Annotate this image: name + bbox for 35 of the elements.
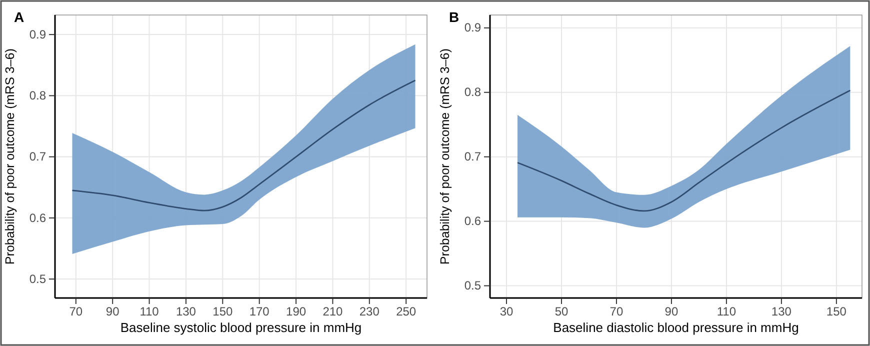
line-series	[516, 90, 851, 212]
y-tick-label: 0.6	[29, 210, 46, 225]
y-tick-label: 0.8	[29, 88, 46, 103]
x-tick-label: 70	[610, 304, 624, 319]
y-axis-title: Probability of poor outcome (mRS 3–6)	[3, 48, 17, 265]
x-tick-label: 250	[396, 304, 416, 319]
y-tick-label: 0.6	[464, 214, 482, 228]
y-tick-label: 0.7	[464, 150, 482, 164]
x-tick-label: 110	[140, 304, 160, 319]
x-tick-label: 90	[106, 304, 120, 319]
x-tick-label: 70	[69, 304, 83, 319]
x-tick-label: 210	[322, 304, 344, 319]
y-tick-label: 0.9	[29, 27, 46, 42]
x-axis-title: Baseline systolic blood pressure in mmHg	[120, 320, 362, 335]
y-tick-label: 0.7	[29, 150, 46, 164]
x-tick-label: 130	[771, 304, 792, 319]
x-axis-title: Baseline diastolic blood pressure in mmHg	[553, 320, 799, 335]
x-tick-label: 130	[176, 304, 196, 319]
x-tick-label: 150	[826, 304, 847, 319]
x-tick-label: 50	[554, 304, 568, 319]
x-tick-label: 190	[286, 304, 306, 319]
chart-title: B	[449, 9, 460, 25]
y-axis-title: Probability of poor outcome (mRS 3–6)	[438, 48, 452, 265]
y-tick-label: 0.5	[464, 278, 482, 293]
chart-title: A	[14, 9, 24, 25]
x-tick-label: 230	[359, 304, 380, 319]
y-tick-label: 0.9	[464, 20, 482, 35]
x-tick-label: 30	[500, 304, 514, 319]
x-tick-label: 90	[664, 304, 678, 319]
x-tick-label: 110	[716, 304, 736, 319]
y-tick-label: 0.8	[464, 85, 482, 100]
y-tick-label: 0.5	[29, 272, 46, 286]
x-tick-label: 170	[249, 304, 270, 319]
x-tick-label: 150	[212, 304, 233, 319]
line-series	[72, 80, 416, 212]
